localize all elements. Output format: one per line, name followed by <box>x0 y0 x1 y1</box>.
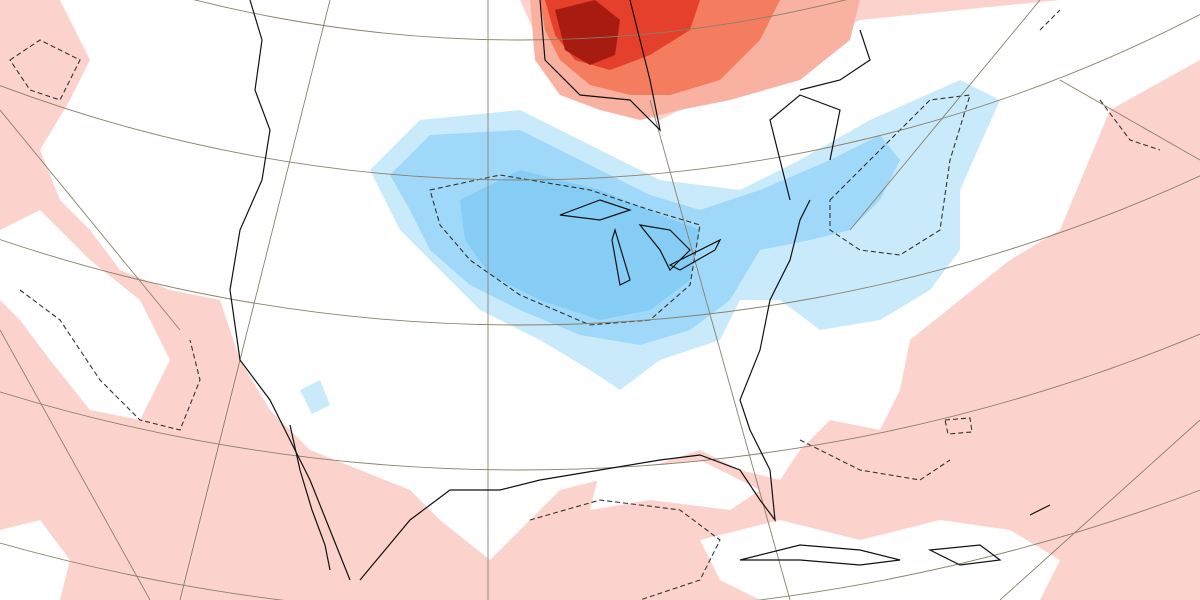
meridian <box>1059 79 1200 161</box>
west-coast <box>229 0 351 581</box>
cold-anomaly-small <box>300 380 330 414</box>
latitude-line <box>194 0 846 41</box>
cold-anomaly-dashed <box>429 174 701 326</box>
coastlines <box>229 0 1051 581</box>
neutral-patch-west <box>0 210 170 420</box>
cold-anomaly-dashed-east <box>829 94 971 256</box>
neutral-patch-caribbean <box>700 520 1060 600</box>
gulf-coast <box>359 199 811 581</box>
meridian <box>649 99 791 600</box>
latitude-line <box>0 13 1200 181</box>
neutral-patch-southwest <box>0 520 70 600</box>
warm-dashed-east <box>1039 9 1161 151</box>
meridian <box>179 0 331 600</box>
warm-dashed-west <box>9 39 201 431</box>
caribbean <box>739 504 1051 566</box>
meridian <box>0 109 181 331</box>
meridian <box>999 419 1200 600</box>
meridian <box>0 329 151 600</box>
northeast-coast <box>769 29 871 201</box>
great-lakes <box>559 199 722 286</box>
warm-anomaly-extreme <box>555 0 620 65</box>
meridian <box>849 0 1041 231</box>
hudson-bay <box>539 0 661 132</box>
warm-dashed-south <box>529 417 973 600</box>
neutral-patch-gulf <box>590 460 760 510</box>
baja <box>289 424 331 571</box>
cold-anomaly-deep <box>460 170 700 320</box>
